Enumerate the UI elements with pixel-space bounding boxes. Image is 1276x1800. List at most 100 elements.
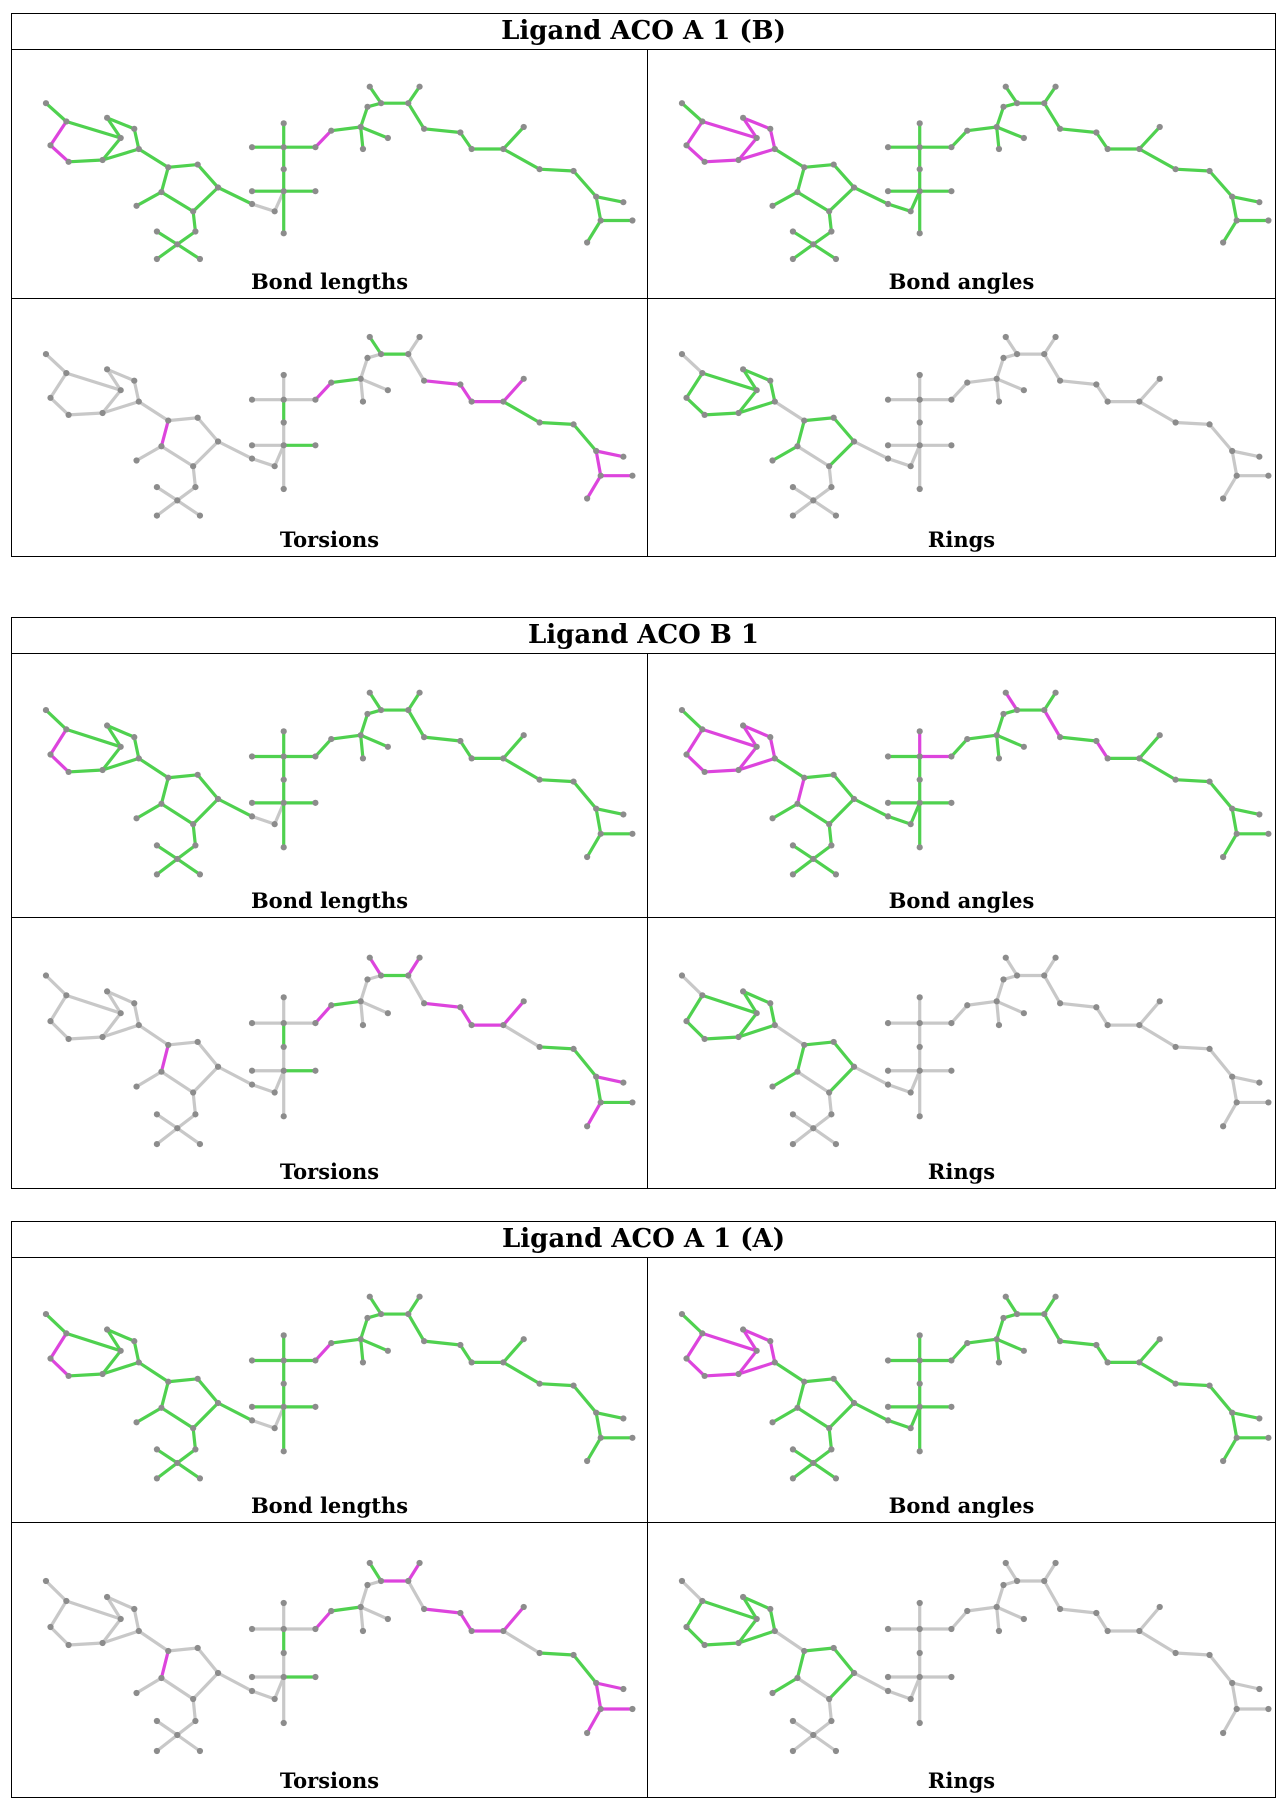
cell-caption: Bond angles	[888, 888, 1035, 913]
atom-44	[1156, 998, 1163, 1005]
atom-51	[584, 239, 591, 246]
bond-7	[741, 116, 772, 131]
atom-25	[280, 1599, 287, 1607]
bond-3	[703, 158, 741, 164]
bond-39	[1004, 691, 1019, 712]
atom-30	[916, 230, 923, 237]
atom-40	[421, 1000, 428, 1007]
bond-22	[216, 185, 254, 206]
bond-7	[105, 1327, 136, 1343]
cell-caption: Torsions	[279, 527, 380, 552]
atom-25	[916, 1332, 923, 1339]
atom-1	[699, 1330, 706, 1337]
bond-20	[791, 1126, 815, 1146]
atom-45	[1172, 1043, 1179, 1051]
atom-10	[158, 1674, 165, 1682]
atom-5	[117, 1010, 124, 1017]
atom-30	[280, 844, 287, 851]
atom-4	[99, 409, 106, 417]
atom-11	[769, 202, 776, 209]
atom-35	[995, 1022, 1003, 1029]
atom-31	[328, 1607, 335, 1615]
atom-6	[740, 1593, 747, 1601]
atom-37	[366, 1559, 373, 1567]
atom-38	[405, 1310, 412, 1318]
bond-21	[175, 1461, 202, 1480]
atom-11	[769, 1689, 776, 1697]
atom-20	[884, 455, 892, 462]
bond-14	[191, 1065, 220, 1095]
atom-10	[794, 1068, 801, 1075]
bond-43	[422, 127, 462, 135]
atom-19	[196, 871, 204, 878]
atom-21	[907, 208, 914, 215]
atom-29	[312, 442, 319, 449]
atom-1	[699, 118, 706, 125]
atom-16	[174, 497, 181, 504]
atom-40	[1057, 1000, 1064, 1007]
atom-5	[117, 1615, 124, 1623]
torsions-cell: Torsions	[12, 299, 648, 556]
atom-11	[769, 1419, 776, 1426]
bond-19	[155, 1112, 179, 1130]
bond-22	[852, 797, 890, 818]
atom-46	[570, 421, 577, 428]
atom-33	[1000, 354, 1007, 361]
bond-43	[1058, 379, 1098, 387]
bond-9	[736, 1023, 777, 1039]
bond-5	[64, 1331, 123, 1353]
atom-49	[1233, 217, 1240, 224]
atom-25	[916, 1599, 923, 1607]
atom-27	[948, 1020, 955, 1027]
atom-22	[916, 1067, 923, 1074]
atom-1	[63, 370, 70, 377]
bond-39	[368, 1295, 383, 1316]
atom-16	[174, 1731, 181, 1739]
atom-27	[312, 1357, 319, 1364]
atom-48	[620, 453, 627, 460]
atom-29	[312, 799, 319, 806]
atom-0	[678, 351, 686, 358]
bond-48	[537, 167, 576, 173]
atom-22	[916, 799, 923, 806]
bond-14	[191, 185, 220, 213]
bond-10	[773, 399, 806, 423]
atom-1	[699, 726, 706, 733]
bond-10	[137, 147, 170, 169]
bond-53	[1221, 474, 1239, 501]
atom-9	[165, 1647, 172, 1655]
bond-0	[44, 1312, 68, 1336]
bond-43	[1058, 1001, 1098, 1009]
bond-23	[886, 1083, 913, 1095]
atom-51	[584, 495, 591, 502]
bond-53	[585, 1707, 603, 1735]
atom-2	[683, 1355, 690, 1362]
atom-39	[416, 83, 423, 90]
cell-caption: Bond lengths	[250, 269, 409, 294]
atom-19	[196, 255, 204, 263]
atom-32	[357, 123, 364, 131]
torsions-cell: Torsions	[12, 918, 648, 1188]
atom-12	[826, 208, 833, 215]
atom-48	[620, 199, 627, 206]
validation-panel-2: Ligand ACO B 1 Bond lengths Bond angles …	[11, 617, 1276, 1189]
atom-11	[133, 1419, 140, 1426]
bond-15	[832, 1040, 856, 1069]
atom-39	[1052, 1293, 1059, 1300]
bond-36	[995, 1337, 1026, 1353]
atom-21	[271, 1089, 278, 1096]
bond-37	[995, 125, 1001, 151]
atom-25	[916, 994, 923, 1001]
atom-49	[597, 830, 604, 837]
bond-11	[159, 1380, 170, 1410]
atom-43	[1136, 1359, 1143, 1366]
bond-35	[995, 1316, 1006, 1341]
atom-18	[153, 1475, 161, 1482]
bond-49	[1207, 169, 1234, 199]
bond-51	[594, 195, 603, 223]
atom-7	[131, 1000, 138, 1007]
bond-7	[105, 367, 136, 383]
bond-37	[359, 377, 365, 404]
panel-title: Ligand ACO A 1 (A)	[12, 1222, 1275, 1258]
bond-angles-cell: Bond angles	[648, 1258, 1275, 1523]
